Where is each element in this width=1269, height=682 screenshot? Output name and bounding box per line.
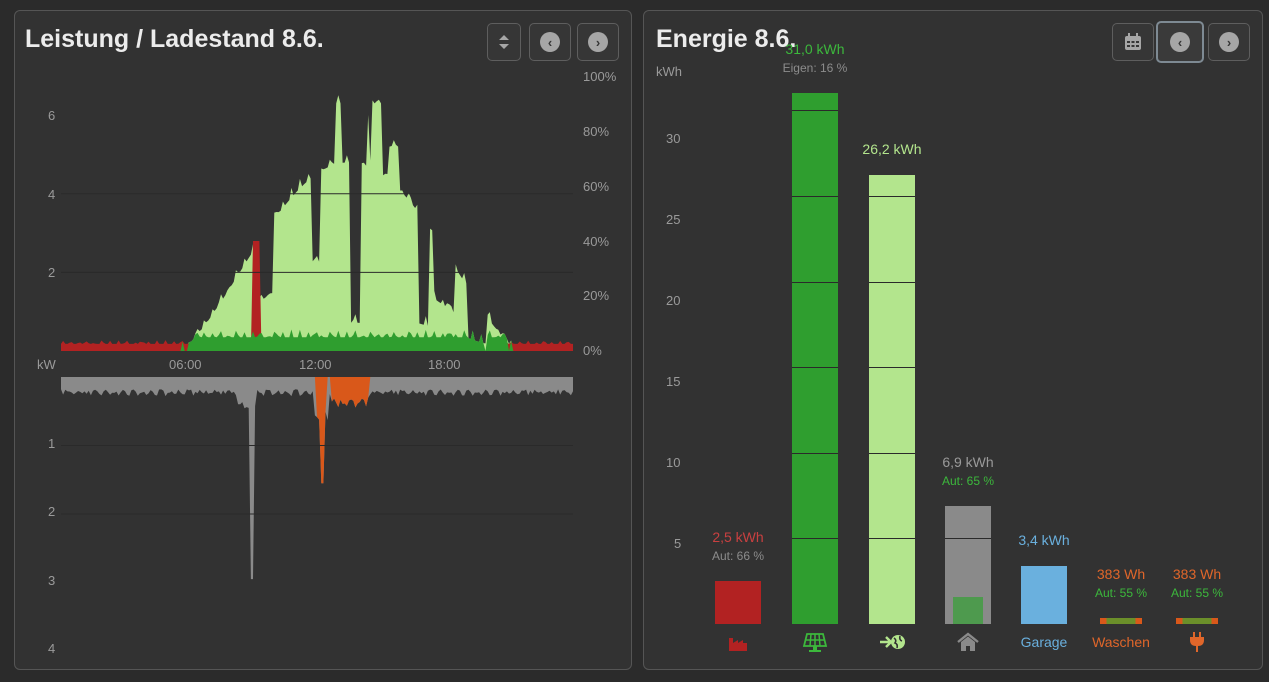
bar-value-label: 2,5 kWh: [712, 529, 764, 546]
sort-icon: [499, 35, 509, 49]
bar-grid-line: [792, 110, 838, 112]
calendar-button[interactable]: [1112, 23, 1154, 61]
energy-bar[interactable]: [1021, 565, 1067, 624]
y-tick: 2: [48, 504, 56, 519]
y-tick: 5: [674, 536, 682, 551]
x-tick: 06:00: [169, 357, 202, 372]
y-tick: 30: [666, 131, 681, 146]
chevron-right-icon: ›: [1219, 32, 1239, 52]
bar-value-label: 3,4 kWh: [1018, 531, 1070, 548]
power-chart: [61, 95, 573, 580]
chevron-right-icon: ›: [588, 32, 608, 52]
energy-bar[interactable]: [869, 175, 915, 624]
y-tick: 2: [48, 265, 56, 280]
pv-feed-in-area: [61, 95, 573, 351]
bar-sub-label: Aut: 65 %: [941, 473, 995, 488]
bar-value-label: 31,0 kWh: [785, 41, 845, 58]
bar-grid-line: [792, 538, 838, 540]
bar-grid-line: [945, 538, 991, 540]
bar-sub-label: Aut: 66 %: [711, 549, 765, 564]
category-label: Garage: [1020, 634, 1068, 650]
soc-tick: 40%: [583, 234, 610, 249]
bar-grid-line: [869, 195, 915, 197]
self-supplied-portion: [953, 596, 983, 624]
power-chart-panel: Leistung / Ladestand 8.6. ‹ › 6 4 2 kW 1…: [14, 10, 632, 670]
category-label: Waschen: [1092, 634, 1150, 650]
energy-bar[interactable]: [1176, 618, 1218, 624]
energy-bar[interactable]: [1100, 618, 1142, 624]
chevron-left-icon: ‹: [540, 32, 560, 52]
bar-grid-line: [792, 195, 838, 197]
bar-sub-label: Eigen: 16 %: [782, 61, 848, 76]
plug-icon: [1190, 632, 1204, 652]
x-tick: 18:00: [428, 357, 461, 372]
y-tick: 15: [666, 374, 681, 389]
y-tick: 10: [666, 455, 681, 470]
consumer-area: [61, 377, 573, 484]
y-tick: 3: [48, 573, 56, 588]
soc-tick: 20%: [583, 288, 610, 303]
bar-value-label: 6,9 kWh: [942, 453, 994, 470]
x-tick: 12:00: [299, 357, 332, 372]
factory-icon: [729, 638, 747, 651]
soc-tick: 80%: [583, 124, 610, 139]
y-tick: 4: [48, 187, 56, 202]
y-tick: 6: [48, 108, 56, 123]
energy-bar[interactable]: [792, 93, 838, 624]
bar-grid-line: [869, 281, 915, 283]
previous-day-button[interactable]: ‹: [529, 23, 571, 61]
pv-self-consumption-area: [61, 329, 573, 351]
soc-tick: 100%: [583, 69, 617, 84]
y-tick: 25: [666, 212, 681, 227]
bar-sub-label: Aut: 55 %: [1170, 586, 1224, 600]
bar-value-label: 383 Wh: [1172, 566, 1222, 582]
y-tick: 1: [48, 436, 56, 451]
soc-tick: 60%: [583, 179, 610, 194]
bar-grid-line: [869, 367, 915, 369]
bar-grid-line: [792, 281, 838, 283]
grid-export-icon: [880, 635, 905, 649]
soc-tick: 0%: [583, 343, 602, 358]
bar-grid-line: [792, 452, 838, 454]
panel-title: Leistung / Ladestand 8.6.: [25, 25, 324, 53]
y-unit-label: kW: [37, 357, 56, 372]
y-tick: 20: [666, 293, 681, 308]
y-unit-label: kWh: [656, 64, 682, 79]
previous-day-button[interactable]: ‹: [1156, 21, 1204, 63]
bar-value-label: 383 Wh: [1096, 566, 1146, 582]
y-tick: 4: [48, 641, 56, 656]
sort-button[interactable]: [487, 23, 521, 61]
energy-chart-panel: Energie 8.6. ‹ › kWh 30 25 20 15 10 5 2,…: [643, 10, 1263, 670]
bar-value-label: 26,2 kWh: [862, 141, 922, 158]
next-day-button[interactable]: ›: [1208, 23, 1250, 61]
home-icon: [957, 632, 979, 651]
calendar-icon: [1125, 33, 1141, 50]
next-day-button[interactable]: ›: [577, 23, 619, 61]
bar-grid-line: [792, 367, 838, 369]
bar-grid-line: [869, 452, 915, 454]
chevron-left-icon: ‹: [1170, 32, 1190, 52]
solar-panel-icon: [802, 633, 828, 652]
energy-bar[interactable]: [715, 581, 761, 624]
bar-grid-line: [869, 538, 915, 540]
bar-sub-label: Aut: 55 %: [1094, 586, 1148, 600]
panel-title: Energie 8.6.: [656, 25, 797, 53]
